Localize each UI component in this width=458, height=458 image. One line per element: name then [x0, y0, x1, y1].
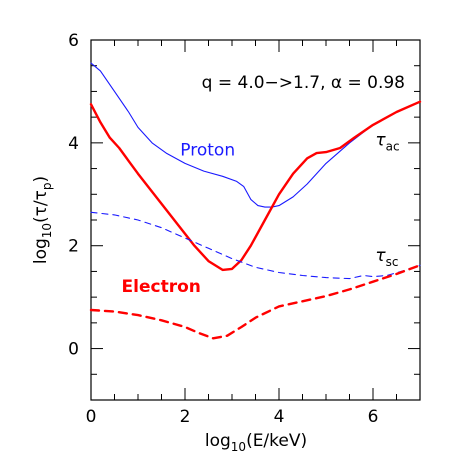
series-label-proton: Proton — [180, 141, 235, 161]
y-tick-label: 0 — [68, 340, 79, 360]
series-line-scattering-dashed-blue — [90, 211, 421, 280]
x-tick-label: 4 — [274, 407, 285, 427]
plot-frame — [90, 39, 421, 401]
annotation-tau-sc: τsc — [375, 246, 398, 269]
series-label-electron: Electron — [122, 277, 201, 297]
x-tick-label: 0 — [86, 407, 97, 427]
y-axis-label: log10(τ/τp) — [31, 176, 54, 264]
series-layer — [89, 62, 422, 340]
series-line-scattering-dashed-red — [89, 264, 422, 340]
series-line-proton-blue — [90, 62, 421, 208]
series-line-electron-red — [89, 100, 422, 272]
tick-labels: 0 2 4 6 0 2 4 6 — [68, 31, 378, 427]
axis-ticks — [90, 39, 421, 401]
x-axis-label: log10(E/keV) — [205, 431, 307, 454]
y-tick-label: 4 — [68, 134, 79, 154]
x-tick-label: 2 — [180, 407, 191, 427]
y-tick-label: 2 — [68, 237, 79, 257]
chart-title: q = 4.0−>1.7, α = 0.98 — [202, 73, 405, 93]
annotation-tau-ac: τac — [375, 130, 399, 153]
x-tick-label: 6 — [368, 407, 379, 427]
y-tick-label: 6 — [68, 31, 79, 51]
